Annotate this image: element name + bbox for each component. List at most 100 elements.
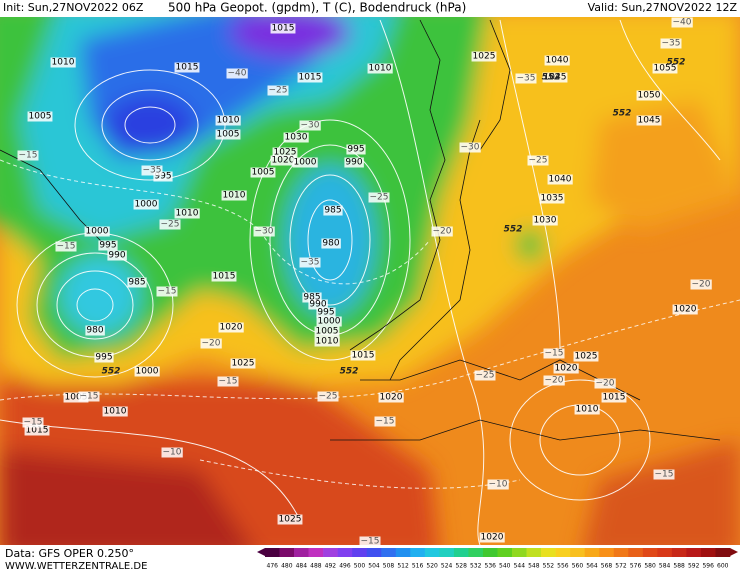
temperature-label-box bbox=[78, 391, 100, 402]
legend-tick-label: 480 bbox=[281, 563, 293, 570]
legend-tick-label: 560 bbox=[572, 563, 584, 570]
pressure-label-box bbox=[302, 292, 322, 303]
temperature-label: −20 bbox=[202, 339, 221, 349]
pressure-label: 1005 bbox=[29, 112, 52, 122]
legend-swatch bbox=[308, 548, 324, 557]
temperature-label-box bbox=[55, 241, 77, 252]
legend-tick-label: 484 bbox=[296, 563, 308, 570]
pressure-label-box bbox=[321, 238, 341, 249]
pressure-label-box bbox=[98, 240, 118, 251]
pressure-label-box bbox=[350, 350, 376, 361]
legend-tick-label: 508 bbox=[383, 563, 395, 570]
legend-swatch bbox=[642, 548, 658, 557]
pressure-label-box bbox=[542, 72, 568, 83]
temperature-label-box bbox=[368, 192, 390, 203]
legend-tick-label: 544 bbox=[514, 563, 526, 570]
pressure-label: 1030 bbox=[534, 216, 557, 226]
legend-swatch bbox=[570, 548, 585, 557]
pressure-label-box bbox=[134, 366, 160, 377]
pressure-label: 990 bbox=[345, 158, 362, 168]
pressure-label-box bbox=[174, 62, 200, 73]
pressure-label-box bbox=[532, 215, 558, 226]
pressure-label: 1045 bbox=[544, 73, 567, 83]
pressure-label: 1005 bbox=[252, 168, 275, 178]
pressure-label: 1020 bbox=[380, 393, 403, 403]
pressure-label: 1015 bbox=[299, 73, 322, 83]
legend-tick-label: 500 bbox=[354, 563, 366, 570]
temperature-label: −30 bbox=[255, 227, 274, 237]
temperature-label-box bbox=[226, 68, 248, 79]
temperature-label-box bbox=[299, 257, 321, 268]
temperature-label-box bbox=[159, 219, 181, 230]
pressure-label: 1015 bbox=[352, 351, 375, 361]
pressure-label: 995 bbox=[154, 172, 171, 182]
legend-tick-label: 572 bbox=[615, 563, 627, 570]
legend-swatch bbox=[410, 548, 426, 557]
pressure-label: 1025 bbox=[279, 515, 302, 525]
pressure-label-box bbox=[479, 532, 505, 543]
legend-swatch bbox=[279, 548, 295, 557]
legend-swatch bbox=[526, 548, 542, 557]
pressure-label-box bbox=[174, 208, 200, 219]
temperature-label: −15 bbox=[80, 392, 99, 402]
temperature-label: −25 bbox=[161, 220, 180, 230]
pressure-label: 1045 bbox=[638, 116, 661, 126]
temperature-label: −15 bbox=[361, 537, 380, 547]
pressure-label-box bbox=[218, 322, 244, 333]
legend-swatch bbox=[395, 548, 411, 557]
pressure-label-box bbox=[107, 250, 127, 261]
temperature-label: −40 bbox=[228, 69, 247, 79]
pressure-label-box bbox=[292, 157, 318, 168]
temperature-label-box bbox=[431, 226, 453, 237]
legend-swatch bbox=[482, 548, 498, 557]
temperature-label: −15 bbox=[158, 287, 177, 297]
pressure-label: 1015 bbox=[213, 272, 236, 282]
temperature-label-box bbox=[690, 279, 712, 290]
pressure-label-box bbox=[272, 147, 298, 158]
legend-swatch bbox=[352, 548, 368, 557]
isotherms bbox=[0, 159, 740, 489]
temperature-label: −35 bbox=[143, 166, 162, 176]
legend-swatch bbox=[439, 548, 455, 557]
legend-tick-label: 532 bbox=[470, 563, 482, 570]
pressure-label: 985 bbox=[303, 293, 320, 303]
pressure-label: 1015 bbox=[603, 393, 626, 403]
legend-swatch bbox=[497, 548, 513, 557]
pressure-label-box bbox=[24, 425, 50, 436]
pressure-label: 1010 bbox=[223, 191, 246, 201]
legend-tick-label: 552 bbox=[543, 563, 555, 570]
pressure-label-box bbox=[367, 63, 393, 74]
temperature-label-box bbox=[594, 378, 616, 389]
pressure-label-box bbox=[553, 363, 579, 374]
pressure-label: 1020 bbox=[481, 533, 504, 543]
pressure-label-box bbox=[346, 144, 366, 155]
pressure-label: 1010 bbox=[576, 405, 599, 415]
pressure-label: 1010 bbox=[369, 64, 392, 74]
pressure-label: 1025 bbox=[575, 352, 598, 362]
pressure-label-box bbox=[270, 23, 296, 34]
pressure-label: 1040 bbox=[549, 175, 572, 185]
isobars bbox=[0, 19, 721, 545]
pressure-label: 1035 bbox=[541, 194, 564, 204]
pressure-label: 1025 bbox=[473, 52, 496, 62]
pressure-label: 1000 bbox=[294, 158, 317, 168]
legend-swatch bbox=[628, 548, 644, 557]
pressure-label-box bbox=[102, 406, 128, 417]
pressure-label: 1025 bbox=[232, 359, 255, 369]
pressure-label: 1030 bbox=[285, 133, 308, 143]
temperature-label: −10 bbox=[163, 448, 182, 458]
legend-tick-label: 504 bbox=[368, 563, 380, 570]
legend-swatch bbox=[700, 548, 716, 557]
map-labels: 1015 1010 1015 1010 1015 1025 1040 1045 1055 1050… bbox=[17, 17, 712, 547]
color-legend: 476 480 484 488 492 496 500 504 508 512 516 520 524 5… bbox=[257, 548, 738, 570]
legend-swatch bbox=[657, 548, 673, 557]
temperature-label-box bbox=[374, 416, 396, 427]
temperature-label-box bbox=[217, 376, 239, 387]
pressure-label-box bbox=[601, 392, 627, 403]
temperature-label: −35 bbox=[662, 39, 681, 49]
legend-swatch bbox=[424, 548, 440, 557]
geopotential-label: 552 bbox=[102, 367, 121, 377]
pressure-label-box bbox=[50, 57, 76, 68]
legend-tick-label: 520 bbox=[426, 563, 438, 570]
